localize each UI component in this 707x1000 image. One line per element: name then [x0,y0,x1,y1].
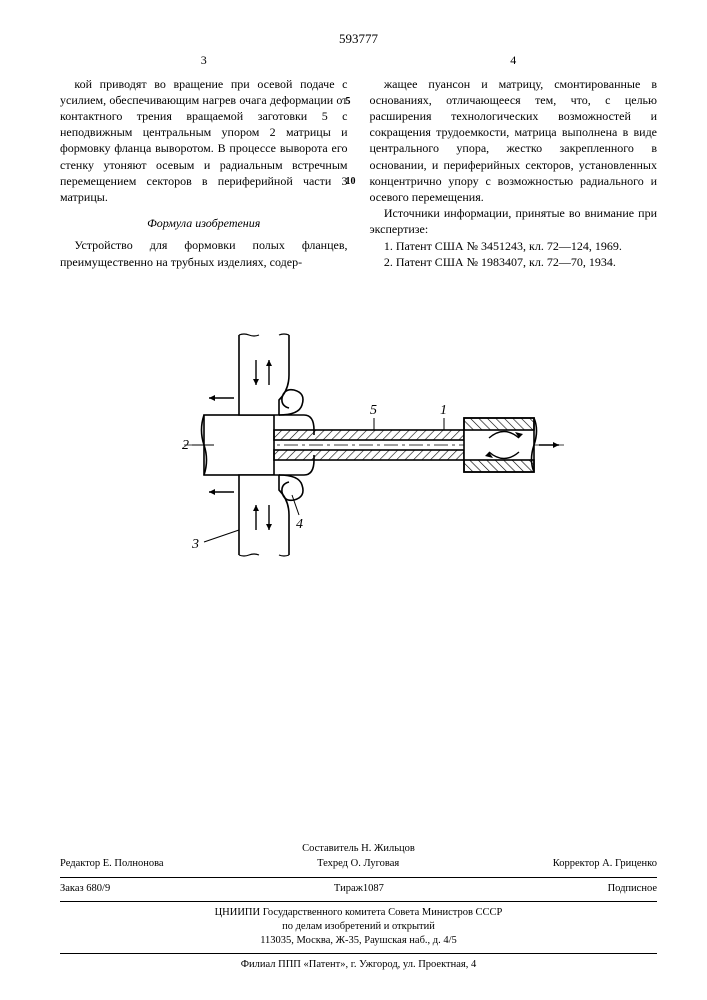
techred-credit: Техред О. Луговая [317,857,399,871]
address-1: 113035, Москва, Ж-35, Раушская наб., д. … [60,934,657,948]
org-line-1: ЦНИИПИ Государственного комитета Совета … [60,906,657,920]
right-para-1: жащее пуансон и матрицу, смонтированные … [370,76,658,206]
imprint-footer: Составитель Н. Жильцов Редактор Е. Полно… [60,842,657,972]
fig-label-5: 5 [370,403,377,418]
left-col-number: 3 [60,52,348,68]
text-columns: 3 кой приводят во вращение при осевой по… [60,52,657,270]
patent-page: 593777 3 кой приводят во вращение при ос… [0,0,707,1000]
right-para-4: 2. Патент США № 1983407, кл. 72—70, 1934… [370,254,658,270]
fig-label-2: 2 [182,438,189,453]
technical-drawing: 2 3 4 5 1 [144,330,574,560]
corrector-credit: Корректор А. Гриценко [553,857,657,871]
right-col-number: 4 [370,52,658,68]
fig-label-1: 1 [440,403,447,418]
order-row: Заказ 680/9 Тираж1087 Подписное [60,882,657,896]
figure-container: 2 3 4 5 1 [60,330,657,560]
footer-separator-3 [60,953,657,954]
fig-label-4: 4 [296,517,303,532]
compiler-line: Составитель Н. Жильцов [60,842,657,856]
tirazh: Тираж1087 [334,882,384,896]
line-number-10: 10 [346,175,356,189]
right-column: 4 жащее пуансон и матрицу, смонтированны… [370,52,658,270]
line-number-5: 5 [346,95,351,109]
footer-separator-2 [60,901,657,902]
editor-credit: Редактор Е. Полнонова [60,857,164,871]
left-column: 3 кой приводят во вращение при осевой по… [60,52,348,270]
formula-title: Формула изобретения [60,215,348,231]
footer-separator-1 [60,877,657,878]
credits-row: Редактор Е. Полнонова Техред О. Луговая … [60,857,657,871]
patent-number: 593777 [60,30,657,48]
right-para-2: Источники информации, принятые во вниман… [370,205,658,237]
org-line-2: по делам изобретений и открытий [60,920,657,934]
order-number: Заказ 680/9 [60,882,110,896]
podpisnoe: Подписное [608,882,657,896]
left-para-2: Устройство для формовки полых фланцев, п… [60,237,348,269]
right-para-3: 1. Патент США № 3451243, кл. 72—124, 196… [370,238,658,254]
left-para-1: кой приводят во вращение при осевой пода… [60,76,348,206]
address-2: Филиал ППП «Патент», г. Ужгород, ул. Про… [60,958,657,972]
fig-label-3: 3 [191,537,199,552]
